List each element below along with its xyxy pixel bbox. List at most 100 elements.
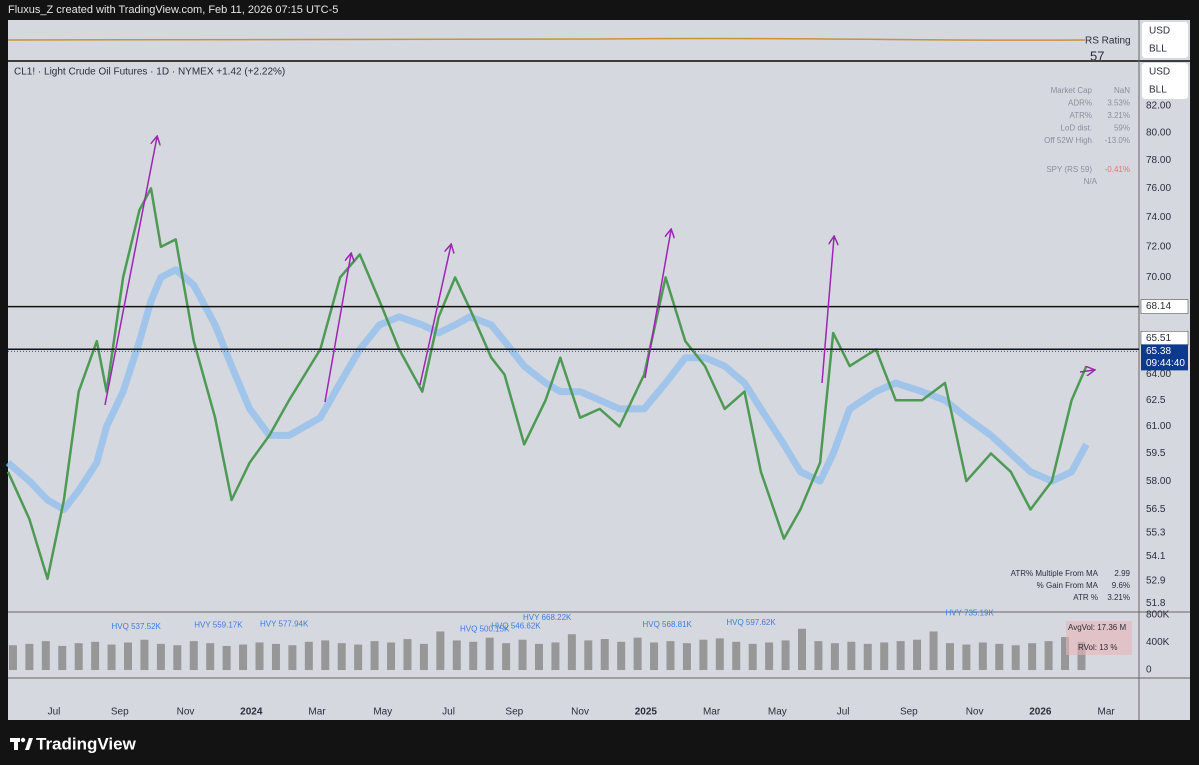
price-label: 68.14 xyxy=(1146,301,1171,312)
volume-bar xyxy=(354,644,363,671)
volume-bar xyxy=(814,641,823,671)
x-tick-label: Nov xyxy=(571,707,589,718)
volume-bar xyxy=(337,643,346,671)
volume-bar xyxy=(617,641,626,671)
arrow xyxy=(324,254,351,403)
x-tick-label: Nov xyxy=(177,707,195,718)
volume-annotation: HVQ 546.62K xyxy=(491,622,541,631)
volume-bar xyxy=(534,643,543,671)
arrow xyxy=(419,245,451,386)
main-currency: USD xyxy=(1149,67,1170,78)
volume-bar xyxy=(436,631,445,671)
footer: TradingView xyxy=(36,734,137,753)
y-tick-label: 62.5 xyxy=(1146,395,1166,406)
y-tick-label: 56.5 xyxy=(1146,504,1166,515)
moving-average xyxy=(5,266,1090,513)
stat-label: Off 52W High xyxy=(1044,136,1092,145)
volume-bar xyxy=(1028,643,1037,671)
volume-annotation: HVY 735.19K xyxy=(946,609,995,618)
rs-value: 57 xyxy=(1090,48,1104,63)
volume-bar xyxy=(485,637,494,671)
rs-currency: USD xyxy=(1149,26,1170,37)
volume-bar xyxy=(830,643,839,671)
arrow xyxy=(104,137,157,406)
x-tick-label: 2025 xyxy=(635,707,658,718)
x-tick-label: Mar xyxy=(1098,707,1116,718)
volume-bar xyxy=(469,641,478,671)
y-tick-label: 74.00 xyxy=(1146,212,1171,223)
logo-shape xyxy=(25,738,33,750)
volume-bar xyxy=(1011,645,1020,671)
volume-bar xyxy=(633,637,642,671)
volume-annotation: HVY 668.22K xyxy=(523,613,572,622)
arrow xyxy=(1079,370,1094,372)
plot: Jul Sep Nov 2024 Mar May Jul Sep Nov 2025 Mar May Ju… xyxy=(5,86,1189,718)
volume-bar xyxy=(502,643,511,671)
volume-bar xyxy=(1061,636,1070,671)
volume-bar xyxy=(600,639,609,671)
volume-bar xyxy=(304,641,313,671)
x-tick-label: Mar xyxy=(703,707,721,718)
volume-bar xyxy=(995,643,1004,671)
stat-value: NaN xyxy=(1114,86,1130,95)
volume-annotation: HVQ 568.81K xyxy=(643,620,693,629)
stat-value: 59% xyxy=(1114,124,1130,133)
y-tick-label: 76.00 xyxy=(1146,183,1171,194)
main-axis-box xyxy=(1142,63,1188,99)
rs-label: RS Rating xyxy=(1085,36,1131,47)
x-tick-label: Nov xyxy=(966,707,984,718)
volume-bar xyxy=(387,642,396,671)
volume-tick-label: 400K xyxy=(1146,637,1170,648)
volume-bar xyxy=(25,643,34,671)
volume-bar xyxy=(222,645,231,671)
rs-axis-box xyxy=(1142,22,1188,58)
volume-bar xyxy=(74,643,83,671)
volume-bar xyxy=(1077,641,1086,671)
stat-value: 3.53% xyxy=(1107,99,1130,108)
price-line xyxy=(6,187,1088,581)
stat-label: ADR% xyxy=(1068,99,1092,108)
ma-stat-value: 9.6% xyxy=(1112,581,1130,590)
stat-label: Market Cap xyxy=(1051,86,1093,95)
main-unit: BLL xyxy=(1149,85,1167,96)
header: Fluxus_Z created with TradingView.com, F… xyxy=(8,4,338,16)
volume-bar xyxy=(173,645,182,671)
volume-bar xyxy=(798,628,807,671)
volume-bar xyxy=(206,643,215,671)
volume-bar xyxy=(321,640,330,671)
volume-bar xyxy=(765,642,774,671)
y-tick-label: 64.00 xyxy=(1146,369,1171,380)
volume-bar xyxy=(584,640,593,671)
volume-annotation: HVQ 537.52K xyxy=(112,622,162,631)
rs-unit: BLL xyxy=(1149,44,1167,55)
volume-annotation: HVY 559.17K xyxy=(194,621,243,630)
volume-bar xyxy=(8,645,17,671)
volume-bar xyxy=(896,641,905,671)
volume-bar xyxy=(880,642,889,671)
y-tick-label: 55.3 xyxy=(1146,527,1166,538)
volume-bar xyxy=(41,641,50,671)
volume-bar xyxy=(962,644,971,671)
volume-bar xyxy=(452,640,461,671)
countdown: 09:44:40 xyxy=(1146,358,1185,369)
volume-bar xyxy=(666,641,675,671)
logo-shape xyxy=(14,738,18,750)
spy-note: N/A xyxy=(1084,177,1098,186)
x-tick-label: Jul xyxy=(837,707,850,718)
arrows xyxy=(104,137,1094,406)
x-tick-label: Sep xyxy=(111,707,129,718)
volume-bar xyxy=(288,645,297,671)
y-tick-label: 78.00 xyxy=(1146,155,1171,166)
last-price-box xyxy=(1141,344,1188,371)
y-tick-label: 52.9 xyxy=(1146,575,1166,586)
stat-value: -13.0% xyxy=(1105,136,1130,145)
volume-bar xyxy=(370,641,379,671)
volume-bar xyxy=(518,639,527,671)
volume-bar xyxy=(699,639,708,671)
volume-tick-label: 0 xyxy=(1146,665,1152,676)
volume-bar xyxy=(156,643,165,671)
volume-bar xyxy=(255,642,264,671)
y-tick-label: 72.00 xyxy=(1146,242,1171,253)
